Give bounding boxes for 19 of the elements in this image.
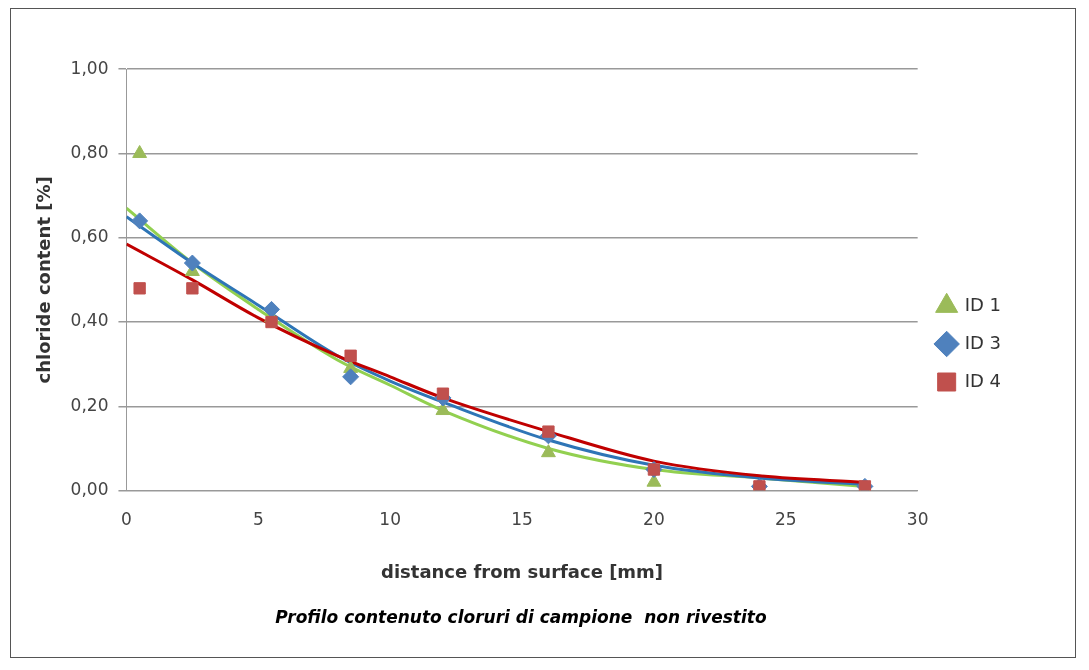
x-tick-label: 5 (252, 509, 264, 530)
legend-label: ID 3 (964, 331, 1001, 353)
y-tick-label: 0,80 (70, 141, 109, 162)
legend-label: ID 1 (964, 293, 1001, 315)
y-axis-title: chloride content [%] (33, 176, 55, 384)
y-tick-label: 0,40 (70, 310, 109, 331)
x-tick-label: 10 (379, 509, 402, 530)
y-tick-label: 0,20 (70, 394, 109, 415)
y-tick-label: 0,00 (70, 479, 109, 500)
y-tick-label: 1,00 (70, 57, 109, 78)
x-tick-label: 25 (774, 509, 797, 530)
text: Profilo contenuto cloruri di campione non rivestito (275, 607, 767, 628)
x-tick-label: 30 (906, 509, 929, 530)
x-tick-label: 0 (121, 509, 132, 530)
legend-label: ID 4 (964, 369, 1001, 391)
y-tick-label: 0,60 (70, 226, 109, 247)
x-axis-title: distance from surface [mm] (381, 561, 664, 583)
x-tick-label: 15 (511, 509, 533, 530)
x-tick-label: 20 (643, 509, 665, 530)
